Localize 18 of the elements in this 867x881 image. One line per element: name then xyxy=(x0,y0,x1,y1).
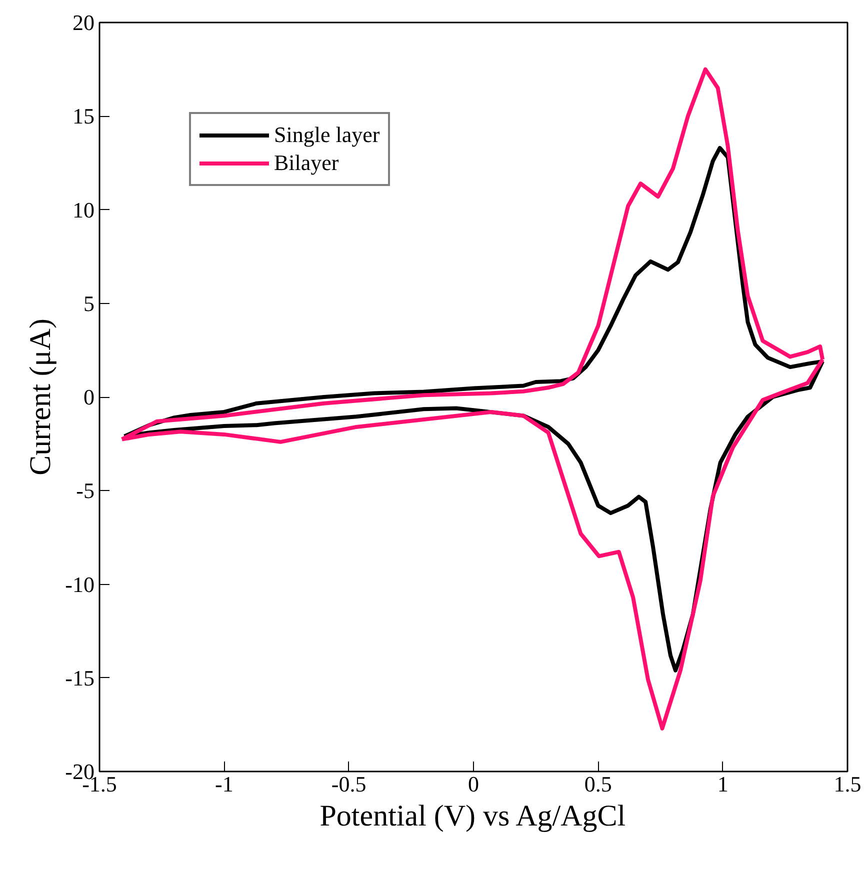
y-tick-label: 0 xyxy=(84,384,94,410)
y-tick-label: 10 xyxy=(72,197,94,222)
y-tick-label: 20 xyxy=(72,10,94,35)
legend-label: Bilayer xyxy=(274,150,339,176)
x-tick-label: 1.5 xyxy=(834,772,862,796)
x-axis-title: Potential (V) vs Ag/AgCl xyxy=(320,800,626,832)
y-axis-title: Current (μA) xyxy=(24,318,58,476)
legend-label: Single layer xyxy=(274,122,380,148)
x-tick-label: 0.5 xyxy=(584,772,612,796)
y-tick-label: 15 xyxy=(72,104,94,129)
x-tick-label: -1 xyxy=(215,772,234,796)
y-tick-label: 5 xyxy=(84,290,94,316)
x-tick-label: 1 xyxy=(717,772,728,796)
x-tick-label: -0.5 xyxy=(331,772,366,796)
y-tick-label: -5 xyxy=(76,478,94,504)
y-tick-label: -10 xyxy=(65,572,94,597)
y-tick-label: -15 xyxy=(65,665,94,690)
x-tick-label: 0 xyxy=(468,772,479,796)
